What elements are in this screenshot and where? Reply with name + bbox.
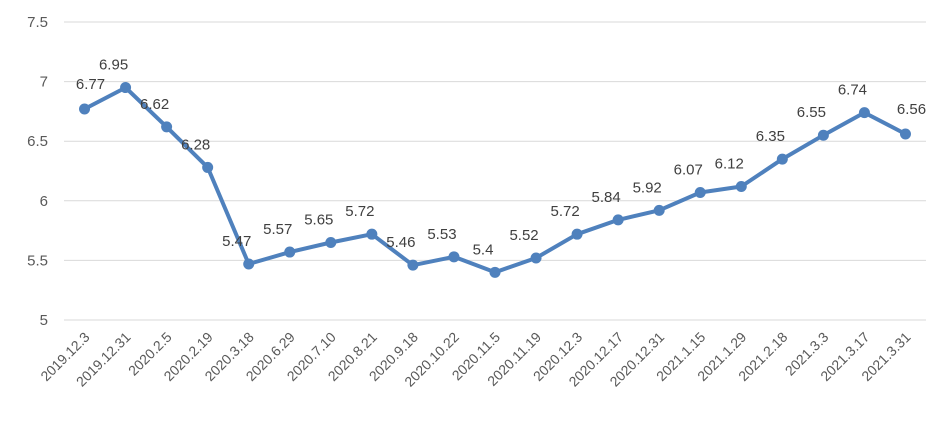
- data-points: [79, 82, 911, 278]
- data-point: [120, 82, 132, 94]
- data-label: 5.92: [633, 179, 662, 196]
- data-label: 5.52: [509, 227, 538, 244]
- data-label: 5.84: [592, 189, 621, 206]
- data-point: [530, 252, 542, 264]
- data-point: [161, 121, 173, 133]
- data-label: 5.72: [345, 203, 374, 220]
- data-point: [202, 161, 214, 173]
- data-point: [325, 237, 337, 249]
- data-point: [79, 103, 91, 115]
- y-tick-label: 7.5: [27, 14, 48, 31]
- data-label: 6.77: [76, 76, 105, 93]
- data-label: 6.07: [674, 161, 703, 178]
- data-point: [284, 246, 296, 258]
- data-point: [407, 259, 419, 271]
- data-point: [448, 251, 460, 263]
- data-label: 6.35: [756, 128, 785, 145]
- data-label: 5.4: [473, 241, 494, 258]
- data-point: [735, 180, 747, 192]
- data-point: [694, 186, 706, 198]
- data-label: 5.57: [263, 221, 292, 238]
- data-point: [899, 128, 911, 140]
- y-tick-label: 5: [40, 312, 48, 329]
- data-label: 5.72: [550, 203, 579, 220]
- data-point: [243, 258, 255, 270]
- data-labels: 6.77 6.95 6.62 6.28 5.47 5.57 5.65 5.72 5.46 5.53…: [76, 57, 926, 259]
- data-label: 6.74: [838, 82, 867, 99]
- data-point: [653, 204, 665, 216]
- data-label: 6.95: [99, 57, 128, 74]
- y-tick-label: 6.5: [27, 133, 48, 150]
- data-point: [776, 153, 788, 165]
- data-point: [489, 266, 501, 278]
- data-label: 5.53: [427, 226, 456, 243]
- x-axis-ticks: 2019.12.32019.12.312020.2.52020.2.192020…: [37, 329, 913, 390]
- data-label: 5.47: [222, 233, 251, 250]
- data-label: 6.12: [715, 155, 744, 172]
- data-point: [571, 228, 583, 240]
- data-label: 6.28: [181, 136, 210, 153]
- y-tick-label: 5.5: [27, 252, 48, 269]
- series-line: [82, 85, 908, 275]
- grid-lines: [64, 21, 926, 321]
- data-label: 6.55: [797, 104, 826, 121]
- data-label: 5.65: [304, 212, 333, 229]
- data-point: [858, 107, 870, 119]
- data-point: [366, 228, 378, 240]
- y-tick-label: 6: [40, 193, 48, 210]
- data-label: 6.56: [897, 101, 926, 118]
- data-point: [612, 214, 624, 226]
- data-point: [817, 129, 829, 141]
- data-label: 6.62: [140, 96, 169, 113]
- series-line-group: [82, 85, 908, 275]
- y-tick-label: 7: [40, 74, 48, 91]
- y-axis-ticks: 5 5.5 6 6.5 7 7.5: [27, 14, 48, 329]
- data-label: 5.46: [386, 234, 415, 251]
